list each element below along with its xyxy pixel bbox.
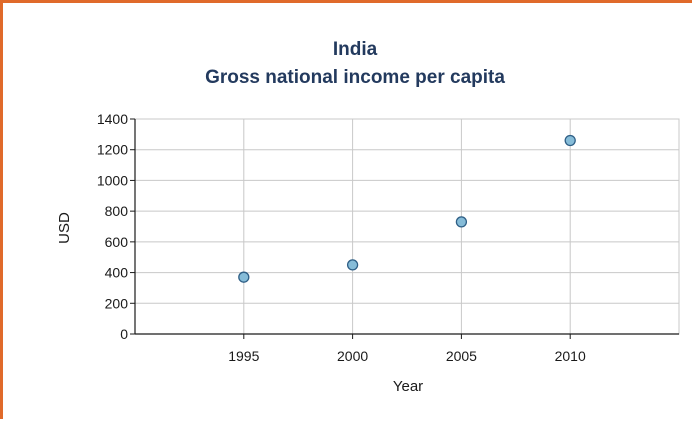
data-point (455, 216, 468, 228)
y-axis-label: USD (56, 212, 73, 244)
chart-title: India (333, 39, 378, 60)
x-tick-labels: 1995 2000 2005 2010 (228, 348, 586, 364)
y-tick-label: 1400 (97, 111, 128, 127)
y-tick-label: 0 (120, 326, 128, 342)
grid (134, 118, 680, 335)
y-tick-label: 400 (105, 265, 129, 281)
x-tick-label: 2010 (555, 348, 586, 364)
data-point (238, 271, 250, 283)
y-tick-label: 1200 (97, 142, 128, 158)
y-tick-label: 200 (105, 295, 129, 311)
y-tick-label: 1000 (97, 172, 128, 188)
chart-subtitle: Gross national income per capita (205, 67, 505, 88)
x-axis-label: Year (393, 378, 423, 395)
y-tick-label: 600 (105, 234, 129, 250)
data-points (238, 134, 576, 283)
chart: India Gross national income per capita 0… (56, 39, 680, 395)
plot-area (134, 118, 680, 335)
data-point (346, 259, 359, 271)
y-tick-label: 800 (105, 203, 129, 219)
x-tick-label: 2005 (446, 348, 477, 364)
data-point (564, 134, 576, 147)
y-tick-labels: 0 200 400 600 800 1000 1200 1400 (97, 111, 128, 342)
x-tick-label: 2000 (337, 348, 368, 364)
axes (130, 118, 679, 339)
x-tick-label: 1995 (228, 348, 259, 364)
